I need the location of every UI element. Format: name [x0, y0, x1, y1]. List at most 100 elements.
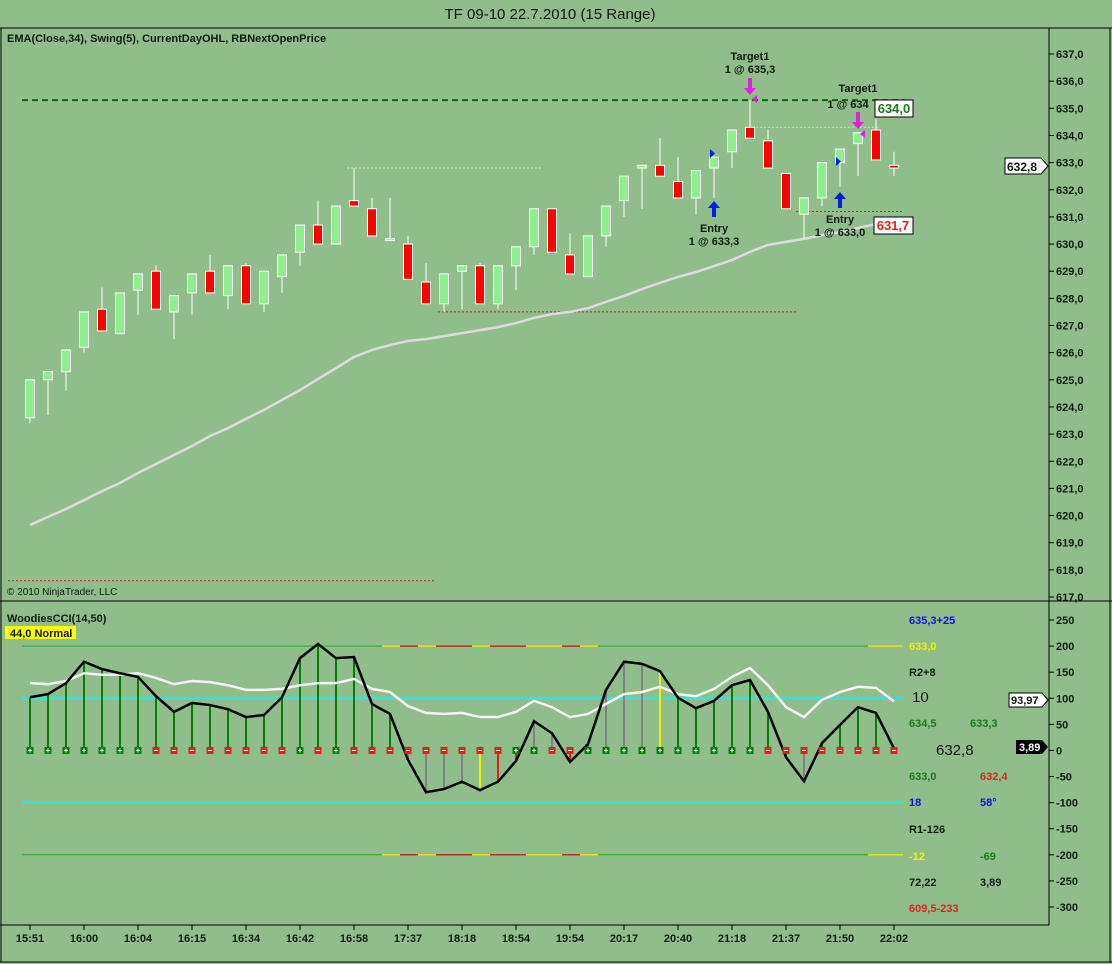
- time-axis: 15:51 16:00 16:04 16:15 16:34 16:42 16:58 17:37…: [16, 925, 908, 945]
- target1-b-title: Target1: [839, 83, 878, 95]
- time-tick-label: 16:15: [178, 933, 206, 945]
- price-tick-label: 624,0: [1056, 402, 1084, 414]
- time-tick-label: 22:02: [880, 933, 908, 945]
- cci-tick-label: -50: [1056, 772, 1072, 784]
- copyright: © 2010 NinjaTrader, LLC: [7, 587, 117, 598]
- indicators-label: EMA(Close,34), Swing(5), CurrentDayOHL, …: [7, 33, 326, 45]
- info-r8: R1-126: [909, 824, 945, 836]
- candle-down: [151, 270, 161, 310]
- candle-up: [277, 254, 287, 278]
- cci-tick-label: -300: [1056, 902, 1078, 914]
- time-tick-label: 16:58: [340, 933, 368, 945]
- price-tick-label: 632,0: [1056, 185, 1084, 197]
- time-tick-label: 16:04: [124, 933, 153, 945]
- next-open-low-box: 631,7: [873, 216, 914, 235]
- candle-down: [475, 265, 485, 305]
- price-tick-label: 630,0: [1056, 239, 1084, 251]
- price-tick-label: 625,0: [1056, 375, 1084, 387]
- candle-down: [655, 164, 665, 177]
- candle-up: [115, 292, 125, 335]
- info-r11: 609,5-233: [909, 903, 959, 915]
- candle-up: [259, 270, 269, 305]
- candle-up: [799, 197, 809, 215]
- price-tick-label: 634,0: [1056, 130, 1084, 142]
- entry-b-detail: 1 @ 633,0: [815, 227, 865, 239]
- cci-tick-label: 150: [1056, 667, 1074, 679]
- time-tick-label: 21:18: [718, 933, 746, 945]
- price-tick-label: 636,0: [1056, 76, 1084, 88]
- candle-up: [511, 246, 521, 267]
- turbo-cci-line: [29, 666, 895, 719]
- turbo-last-marker: 93,97: [1008, 692, 1049, 708]
- time-tick-label: 21:37: [772, 933, 800, 945]
- candle-down: [547, 208, 557, 253]
- candle-down: [673, 181, 683, 199]
- price-axis: 637,0 636,0 635,0 634,0 633,0 632,0 631,0 630,0…: [1049, 49, 1084, 604]
- down-arrow-icon: [744, 78, 756, 95]
- candle-up: [61, 349, 71, 373]
- exit-triangle-icon: [752, 95, 757, 103]
- next-open-high-box: 634,0: [874, 99, 914, 118]
- info-r9a: -12: [909, 851, 925, 863]
- time-tick-label: 18:54: [502, 933, 531, 945]
- info-r4a: 634,5: [909, 718, 937, 730]
- info-r6a: 633,0: [909, 771, 937, 783]
- candle-up: [295, 224, 305, 253]
- price-tick-label: 619,0: [1056, 538, 1084, 550]
- candle-down: [403, 243, 413, 280]
- candle-up: [637, 164, 647, 169]
- candle-up: [817, 162, 827, 199]
- candle-up: [25, 379, 35, 419]
- candle-down: [97, 308, 107, 332]
- target1-a-detail: 1 @ 635,3: [725, 64, 775, 76]
- candle-up: [169, 295, 179, 313]
- cci-tick-label: 0: [1056, 745, 1062, 757]
- info-r2: R2+8: [909, 667, 936, 679]
- cci-axis: 250 200 150 100 50 0 -50 -100 -150 -200 -250 -300: [1049, 615, 1078, 914]
- cci-line: [29, 642, 896, 794]
- time-tick-label: 17:37: [394, 933, 422, 945]
- next-open-low-label: 631,7: [877, 218, 910, 233]
- info-r7b: 58°: [980, 797, 997, 809]
- cci-tick-label: -100: [1056, 798, 1078, 810]
- cci-plot: [22, 642, 903, 856]
- time-tick-label: 20:40: [664, 933, 692, 945]
- turbo-last-label: 93,97: [1011, 695, 1039, 707]
- price-tick-label: 618,0: [1056, 565, 1084, 577]
- last-price-marker: 632,8: [1004, 157, 1049, 175]
- candle-up: [79, 311, 89, 348]
- chart-title: TF 09-10 22.7.2010 (15 Range): [445, 6, 656, 23]
- candle-up: [223, 265, 233, 297]
- info-r5: 632,8: [936, 742, 974, 759]
- price-tick-label: 631,0: [1056, 212, 1084, 224]
- candle-up: [853, 132, 863, 145]
- candle-up: [601, 205, 611, 237]
- entry-b-annotation: Entry 1 @ 633,0: [815, 157, 865, 239]
- candle-down: [745, 126, 755, 139]
- candle-down: [421, 281, 431, 305]
- time-tick-label: 18:18: [448, 933, 476, 945]
- price-tick-label: 617,0: [1056, 592, 1084, 604]
- cci-tick-label: 100: [1056, 693, 1074, 705]
- cci-tick-label: 200: [1056, 641, 1074, 653]
- candle-down: [205, 270, 215, 294]
- entry-a-title: Entry: [700, 223, 729, 235]
- candle-down: [781, 172, 791, 210]
- candle-up: [529, 208, 539, 248]
- candle-down: [763, 140, 773, 169]
- entry-a-detail: 1 @ 633,3: [689, 236, 739, 248]
- target1-b-annotation: Target1 1 @ 634: [827, 83, 877, 138]
- info-r6b: 632,4: [980, 771, 1008, 783]
- cci-last-marker: 3,89: [1016, 740, 1048, 754]
- cci-tick-label: -150: [1056, 824, 1078, 836]
- cci-tick-label: 250: [1056, 615, 1074, 627]
- entry-triangle-icon: [836, 157, 841, 166]
- cci-tick-label: -250: [1056, 876, 1078, 888]
- time-tick-label: 21:50: [826, 933, 854, 945]
- candle-up: [619, 175, 629, 202]
- price-tick-label: 635,0: [1056, 103, 1084, 115]
- price-tick-label: 623,0: [1056, 429, 1084, 441]
- entry-b-title: Entry: [826, 214, 855, 226]
- entry-triangle-icon: [710, 149, 715, 158]
- down-arrow-icon: [852, 112, 864, 129]
